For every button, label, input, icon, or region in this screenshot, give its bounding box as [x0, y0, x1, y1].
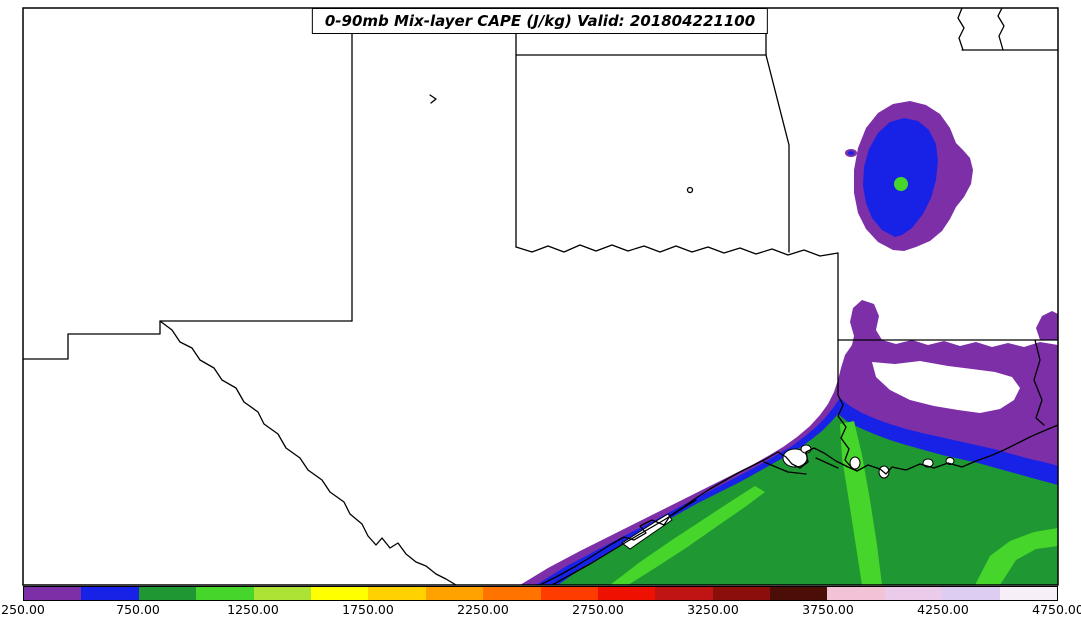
colorbar-tick-label: 2750.00 — [572, 602, 624, 617]
colorbar-segment — [884, 587, 943, 600]
river-mississippi-bootheel — [997, 8, 1005, 51]
colorbar-segment — [81, 587, 139, 600]
barrier-island-padre — [551, 499, 697, 585]
colorbar-segment — [712, 587, 771, 600]
cape-spot-green-arkansas — [894, 177, 908, 191]
border-red-river — [515, 244, 839, 257]
barrier-island-bolivar — [815, 457, 839, 469]
colorbar-segment — [138, 587, 197, 600]
colorbar-tick-label: 4750.00 — [1032, 602, 1081, 617]
colorbar-segment — [196, 587, 254, 600]
cape-streak-light-green-corner — [975, 528, 1058, 585]
colorbar-segment — [827, 587, 885, 600]
title-box: 0-90mb Mix-layer CAPE (J/kg) Valid: 2018… — [311, 8, 769, 34]
colorbar-tick-label: 1250.00 — [227, 602, 279, 617]
cape-speck-blue — [848, 151, 854, 155]
cape-region-purple-right-lobe — [1036, 311, 1058, 340]
colorbar-tick-label: 4250.00 — [917, 602, 969, 617]
gulf-coastline — [539, 424, 1058, 585]
colorbar-tick-label: 3250.00 — [687, 602, 739, 617]
colorbar-tick-label: 750.00 — [116, 602, 160, 617]
lake-oklahoma — [686, 186, 694, 194]
colorbar-segment — [540, 587, 598, 600]
sabine-lake — [849, 456, 861, 470]
river-st-francis — [957, 8, 965, 51]
colorbar-segment — [253, 587, 311, 600]
border-texas-louisiana — [837, 252, 858, 472]
river-mississippi-louisiana — [1033, 339, 1045, 426]
barrier-island-galveston — [763, 461, 807, 475]
page-title: 0-90mb Mix-layer CAPE (J/kg) Valid: 2018… — [324, 12, 756, 30]
border-oklahoma-arkansas — [765, 54, 790, 253]
colorbar-segment — [368, 587, 426, 600]
colorbar-segment — [24, 587, 82, 600]
colorbar-tick-label: 250.00 — [1, 602, 45, 617]
colorbar-segment — [425, 587, 484, 600]
cape-hole-white — [872, 361, 1020, 413]
border-newmexico-south — [23, 320, 353, 360]
colorbar-segment — [942, 587, 1000, 600]
colorbar-tick-label: 2250.00 — [457, 602, 509, 617]
colorbar-tick-label: 1750.00 — [342, 602, 394, 617]
colorbar-segment — [483, 587, 541, 600]
coastline — [539, 424, 1058, 585]
colorbar-segments — [23, 586, 1058, 601]
colorbar-segment — [655, 587, 713, 600]
river-squiggle-panhandle — [429, 94, 437, 104]
colorbar-tick-label: 3750.00 — [802, 602, 854, 617]
colorbar-segment — [310, 587, 369, 600]
colorbar-ticks: 250.00 750.00 1250.00 1750.00 2250.00 2750.00… — [0, 602, 1081, 622]
border-rio-grande — [159, 320, 457, 585]
colorbar-segment — [597, 587, 656, 600]
colorbar-segment — [999, 587, 1058, 600]
cape-streak-light-green-coast — [610, 486, 765, 585]
colorbar-segment — [770, 587, 828, 600]
